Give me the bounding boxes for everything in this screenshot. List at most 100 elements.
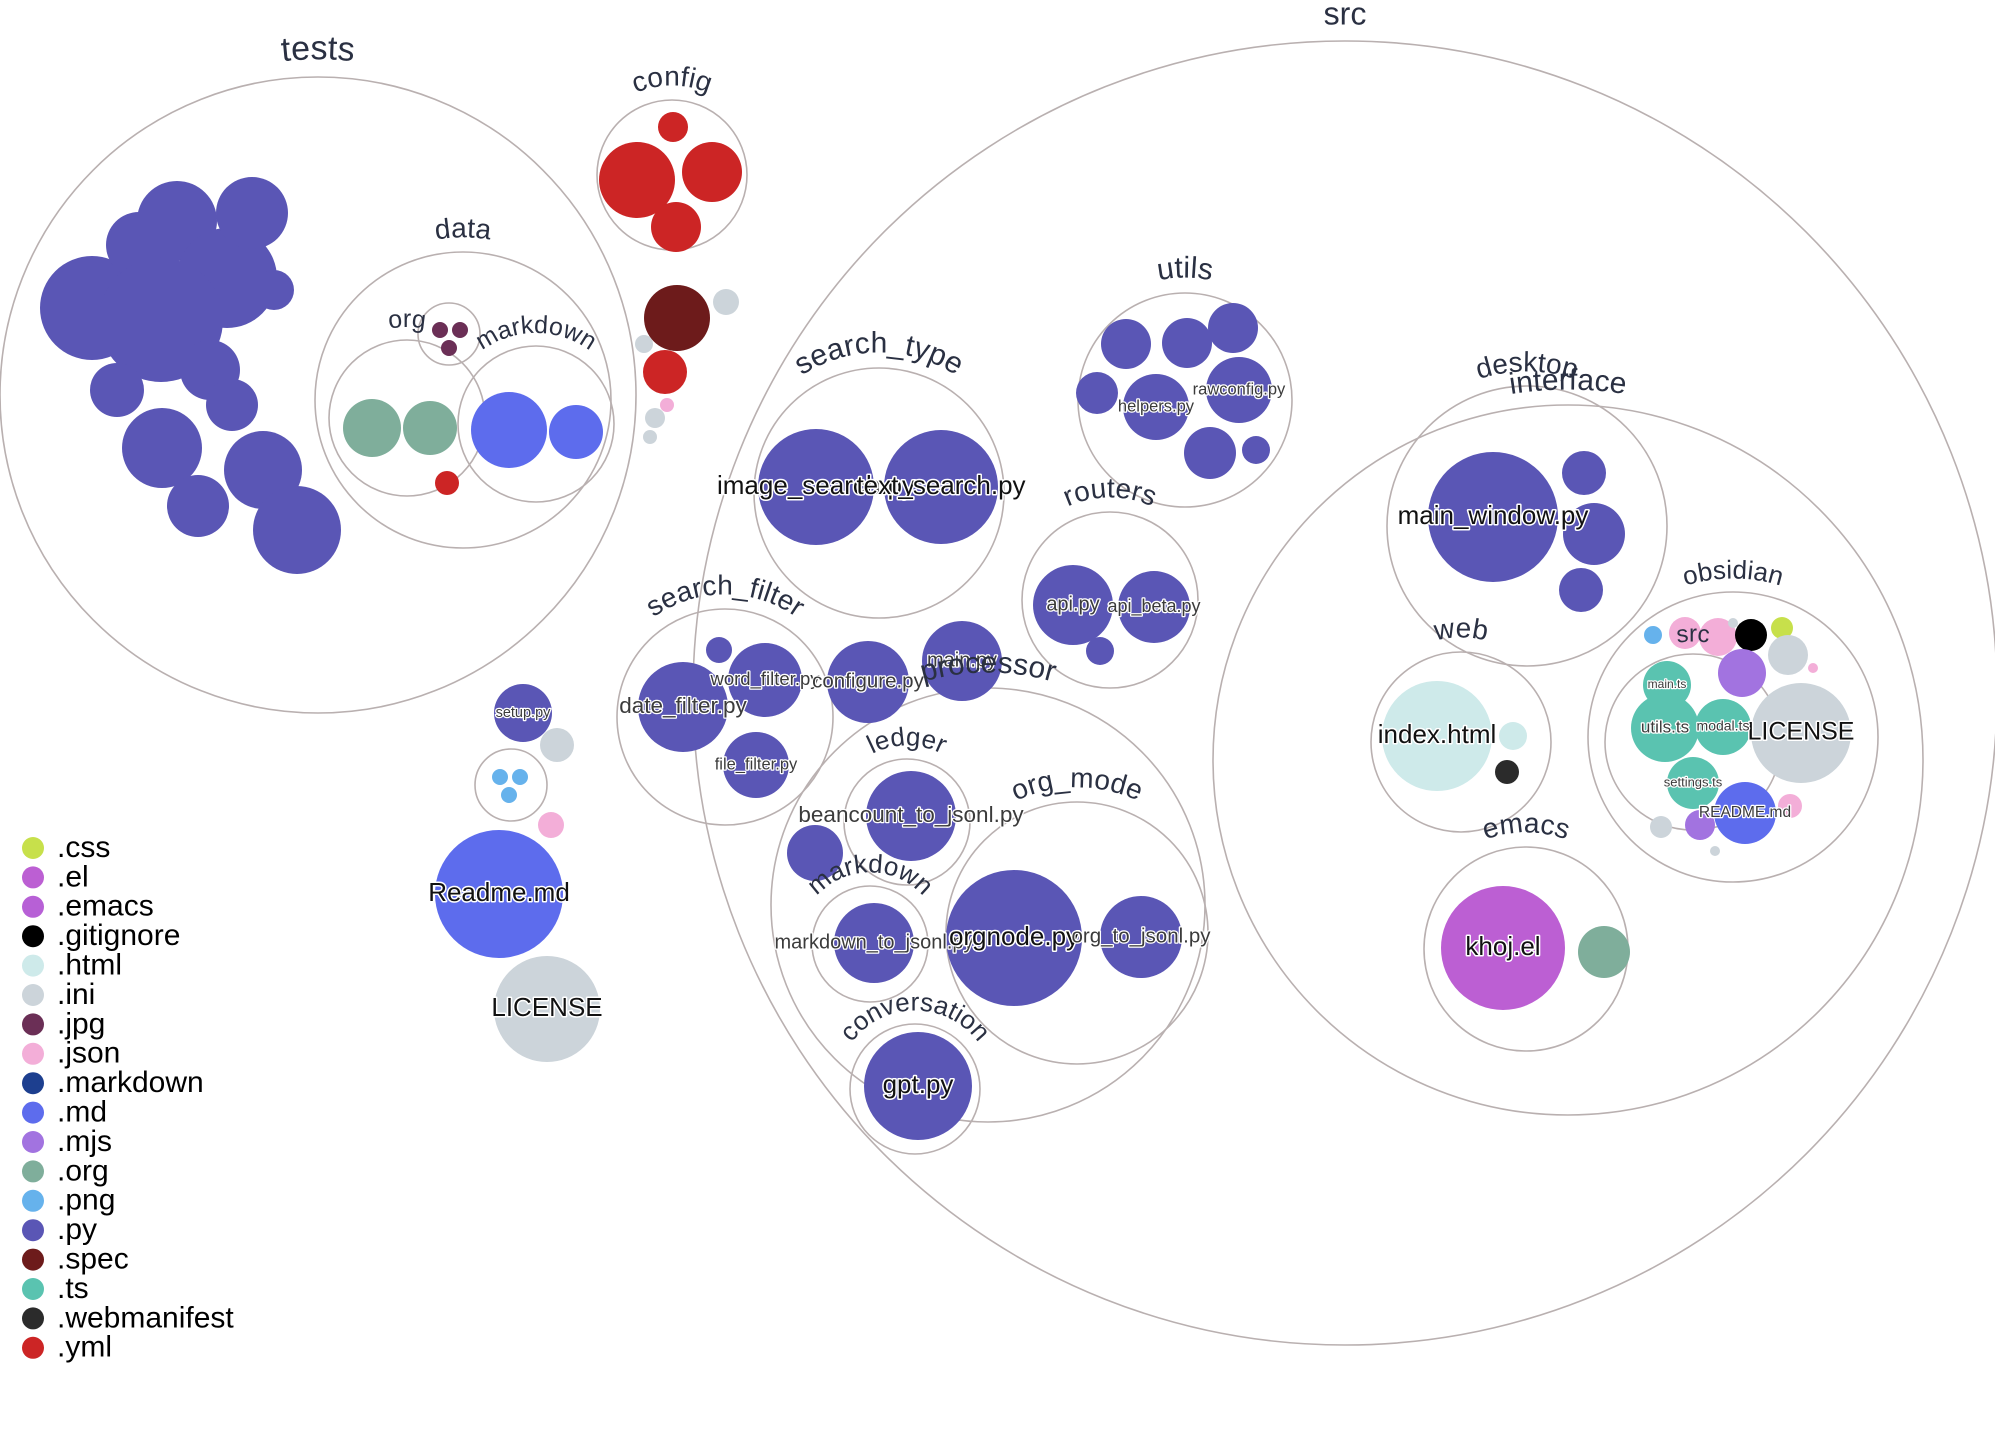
directory-circle[interactable] [417, 302, 481, 366]
file-circle[interactable] [1751, 683, 1851, 783]
file-circle[interactable] [501, 787, 517, 803]
file-circle[interactable] [1728, 618, 1738, 628]
file-circle[interactable] [1184, 427, 1236, 479]
file-circle[interactable] [1076, 372, 1118, 414]
file-circle[interactable] [492, 769, 508, 785]
file-circle[interactable] [864, 1032, 972, 1140]
file-circle[interactable] [644, 285, 710, 351]
file-circle[interactable] [599, 142, 675, 218]
file-circle[interactable] [403, 401, 457, 455]
file-circle[interactable] [167, 475, 229, 537]
file-circle[interactable] [1118, 571, 1190, 643]
file-circle[interactable] [1441, 886, 1565, 1010]
file-circle[interactable] [1242, 436, 1270, 464]
file-circle[interactable] [1685, 810, 1715, 840]
directory-circle[interactable] [0, 76, 637, 714]
file-circle[interactable] [1208, 303, 1258, 353]
file-circle[interactable] [787, 825, 843, 881]
file-circle[interactable] [1206, 357, 1272, 423]
file-circle[interactable] [1699, 618, 1737, 656]
file-circle[interactable] [1778, 794, 1802, 818]
file-circle[interactable] [1033, 565, 1113, 645]
file-circle[interactable] [435, 830, 563, 958]
file-circle[interactable] [1808, 663, 1818, 673]
file-circle[interactable] [1428, 452, 1558, 582]
file-circle[interactable] [635, 335, 653, 353]
file-circle[interactable] [253, 486, 341, 574]
file-circle[interactable] [1695, 699, 1751, 755]
file-circle[interactable] [471, 392, 547, 468]
file-circle[interactable] [1563, 503, 1625, 565]
file-circle[interactable] [645, 408, 665, 428]
file-circle[interactable] [1495, 760, 1519, 784]
file-circle[interactable] [1562, 451, 1606, 495]
file-circle[interactable] [866, 771, 956, 861]
file-circle[interactable] [206, 379, 258, 431]
file-circle[interactable] [922, 621, 1002, 701]
file-circle[interactable] [1578, 926, 1630, 978]
file-circle[interactable] [540, 728, 574, 762]
file-circle[interactable] [643, 350, 687, 394]
directory-circle[interactable] [811, 885, 929, 1003]
directory-circle[interactable] [616, 608, 834, 826]
file-circle[interactable] [884, 430, 998, 544]
file-circle[interactable] [1710, 846, 1720, 856]
file-circle[interactable] [643, 430, 657, 444]
directory-circle[interactable] [474, 748, 548, 822]
file-circle[interactable] [1559, 568, 1603, 612]
directory-circle[interactable] [849, 1023, 981, 1155]
file-circle[interactable] [706, 637, 732, 663]
file-circle[interactable] [651, 202, 701, 252]
file-circle[interactable] [1100, 896, 1182, 978]
file-circle[interactable] [90, 363, 144, 417]
directory-circle[interactable] [1386, 385, 1668, 667]
directory-circle[interactable] [945, 801, 1209, 1065]
file-circle[interactable] [538, 812, 564, 838]
file-circle[interactable] [1123, 374, 1189, 440]
file-circle[interactable] [638, 662, 728, 752]
file-circle[interactable] [723, 732, 789, 798]
directory-circle[interactable] [1370, 651, 1552, 833]
file-circle[interactable] [1718, 649, 1766, 697]
file-circle[interactable] [758, 429, 874, 545]
directory-circle[interactable] [314, 251, 612, 549]
file-circle[interactable] [658, 112, 688, 142]
file-circle[interactable] [1667, 757, 1719, 809]
file-circle[interactable] [834, 903, 914, 983]
file-circle[interactable] [216, 177, 288, 249]
directory-circle[interactable] [1212, 404, 1924, 1116]
file-circle[interactable] [1669, 617, 1701, 649]
file-circle[interactable] [713, 289, 739, 315]
file-circle[interactable] [1735, 619, 1767, 651]
file-circle[interactable] [1714, 782, 1776, 844]
directory-circle[interactable] [1587, 591, 1879, 883]
file-circle[interactable] [1499, 722, 1527, 750]
file-circle[interactable] [1631, 694, 1699, 762]
file-circle[interactable] [435, 471, 459, 495]
file-circle[interactable] [512, 769, 528, 785]
file-circle[interactable] [122, 408, 202, 488]
file-circle[interactable] [432, 322, 448, 338]
file-circle[interactable] [1768, 635, 1808, 675]
file-circle[interactable] [494, 956, 600, 1062]
directory-circle[interactable] [843, 758, 971, 886]
file-circle[interactable] [1771, 617, 1793, 639]
file-circle[interactable] [494, 684, 552, 742]
file-circle[interactable] [682, 142, 742, 202]
directory-circle[interactable] [457, 345, 615, 503]
file-circle[interactable] [1101, 319, 1151, 369]
file-circle[interactable] [441, 340, 457, 356]
file-circle[interactable] [1086, 637, 1114, 665]
directory-circle[interactable] [753, 367, 1005, 619]
file-circle[interactable] [452, 322, 468, 338]
file-circle[interactable] [1650, 816, 1672, 838]
file-circle[interactable] [728, 643, 802, 717]
file-circle[interactable] [1162, 318, 1212, 368]
file-circle[interactable] [549, 405, 603, 459]
file-circle[interactable] [254, 270, 294, 310]
file-circle[interactable] [946, 870, 1082, 1006]
file-circle[interactable] [827, 641, 909, 723]
file-circle[interactable] [660, 398, 674, 412]
directory-circle[interactable] [1021, 511, 1199, 689]
file-circle[interactable] [1382, 681, 1492, 791]
